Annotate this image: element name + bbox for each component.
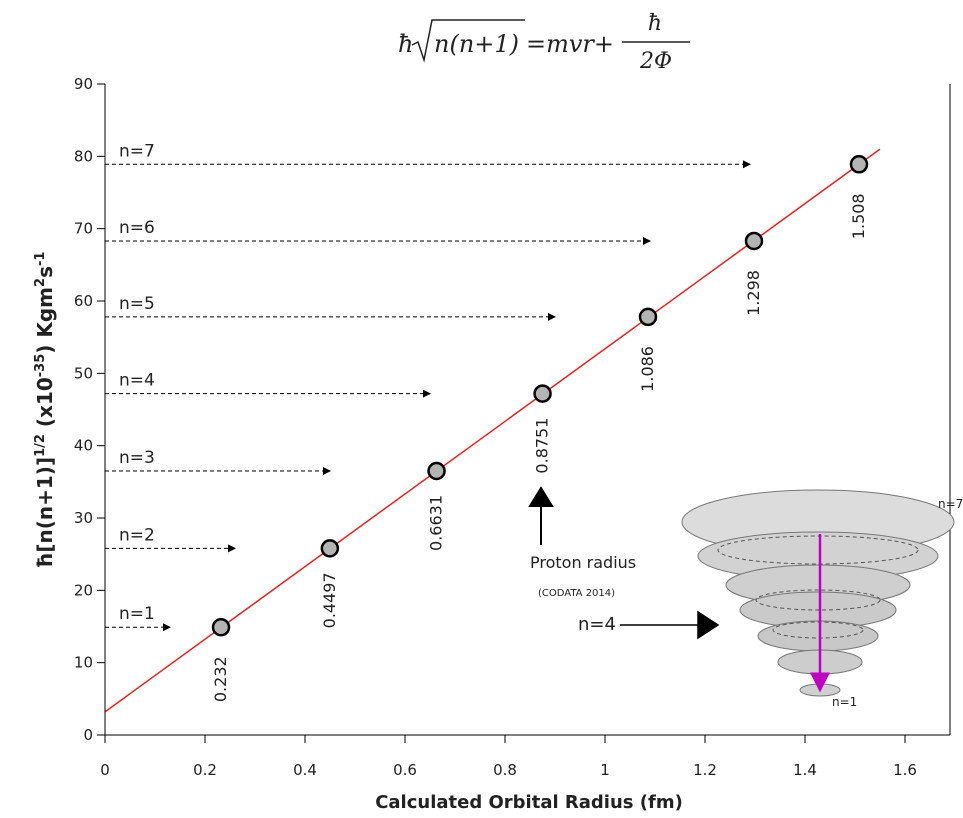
inset-label: n=1: [832, 695, 857, 709]
x-axis-title: Calculated Orbital Radius (fm): [375, 792, 683, 813]
formula-den: 2Φ: [639, 49, 672, 74]
y-label-part: 1/2: [33, 434, 48, 457]
x-tick-label: 1.6: [893, 761, 917, 779]
y-tick-label: 60: [74, 292, 93, 310]
formula-hbar: ħ: [398, 30, 413, 58]
y-tick-label: 0: [83, 726, 93, 744]
level-label: n=3: [119, 448, 155, 468]
x-tick-label: 0: [100, 761, 110, 779]
orbit: [717, 535, 919, 565]
level-label: n=1: [119, 604, 155, 624]
x-tick-label: 1.4: [793, 761, 817, 779]
y-label-part: s: [33, 266, 57, 278]
y-label-part: ) Kgm: [33, 287, 57, 354]
y-tick-label: 30: [74, 509, 93, 527]
y-tick-label: 80: [74, 147, 93, 165]
y-label-part: [n(n+1)]: [33, 457, 57, 553]
y-axis-title: ħ[n(n+1)]1/2 (x10-35) Kgm2s-1: [33, 252, 57, 569]
level-label: n=6: [119, 218, 155, 238]
y-tick-label: 50: [74, 364, 93, 382]
y-label-part: 2: [33, 278, 48, 287]
orbit: [772, 621, 864, 639]
data-point: [638, 307, 658, 327]
point-label: 0.232: [211, 656, 230, 702]
annotation: n=4: [578, 614, 616, 635]
formula-radicand: n(n+1): [434, 30, 519, 58]
y-label-part: (x10: [33, 377, 57, 434]
inset-label: n=7: [938, 497, 963, 511]
inset-diagram: n=7 n=1: [681, 489, 963, 709]
level-label: n=2: [119, 525, 155, 545]
level-label: n=7: [119, 141, 155, 161]
point-label: 0.6631: [427, 495, 446, 551]
level-label: n=5: [119, 294, 155, 314]
y-tick-label: 90: [74, 75, 93, 93]
x-tick-label: 0.8: [493, 761, 517, 779]
y-label-part: -1: [33, 252, 48, 266]
formula-rhs: =mvr+: [526, 30, 614, 58]
formula-num: ħ: [648, 11, 662, 36]
y-label-part: -35: [33, 354, 48, 378]
point-label: 0.8751: [533, 418, 552, 474]
data-point: [533, 384, 552, 403]
x-tick-label: 0.4: [293, 761, 317, 779]
formula: ħ n(n+1) =mvr+ ħ 2Φ: [398, 11, 690, 74]
data-point: [211, 617, 231, 637]
x-tick-label: 0.2: [193, 761, 217, 779]
y-tick-label: 20: [74, 581, 93, 599]
x-tick-label: 0.6: [393, 761, 417, 779]
radical: [411, 19, 525, 63]
data-point: [427, 461, 446, 481]
orbit: [755, 589, 881, 611]
x-tick-label: 1: [600, 761, 610, 779]
point-label: 1.298: [744, 270, 763, 316]
x-tick-label: 1.2: [693, 761, 717, 779]
n4-arrow: [620, 610, 720, 640]
data-point: [744, 231, 764, 251]
level-label: n=4: [119, 371, 155, 391]
proton-arrow: [528, 486, 554, 545]
y-tick-label: 70: [74, 220, 93, 238]
data-point: [320, 539, 340, 558]
orbit: [757, 620, 879, 652]
y-label-part: ħ: [33, 553, 57, 569]
annotation: (CODATA 2014): [538, 588, 615, 599]
point-label: 1.508: [849, 193, 868, 239]
data-point: [849, 155, 869, 174]
point-label: 1.086: [638, 346, 657, 392]
y-tick-label: 40: [74, 437, 93, 455]
y-tick-label: 10: [74, 654, 93, 672]
annotation: Proton radius: [530, 553, 636, 572]
point-label: 0.4497: [320, 572, 339, 628]
